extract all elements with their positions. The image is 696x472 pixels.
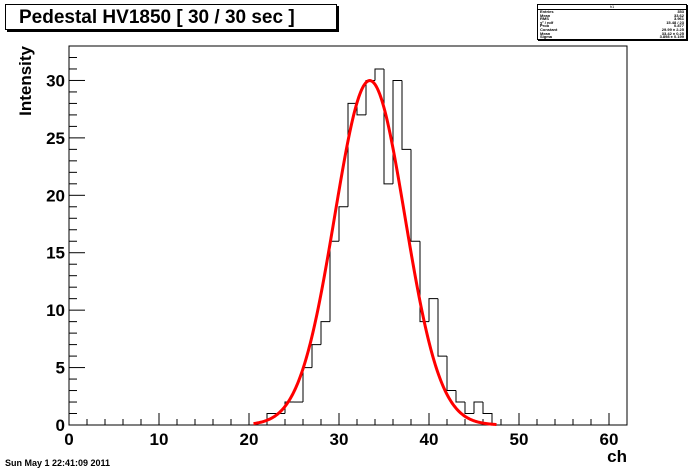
histogram-bin xyxy=(464,402,474,415)
y-axis-label: Intensity xyxy=(16,45,35,115)
x-tick-label: 30 xyxy=(330,430,349,449)
stats-row: Sigma 3.898 ± 0.199 xyxy=(538,35,686,39)
stats-value: 33.42 ± 0.25 xyxy=(661,30,684,36)
y-tick-label: 20 xyxy=(46,186,65,205)
stats-header: h1 xyxy=(538,5,686,10)
stats-label: χ² / ndf xyxy=(540,19,554,25)
stats-row: Mean 33.62 xyxy=(538,12,686,18)
stats-label: RMS xyxy=(540,16,549,22)
histogram-bin xyxy=(347,102,357,207)
histogram-bin xyxy=(410,149,420,242)
x-tick-label: 50 xyxy=(510,430,529,449)
stats-label: Mean xyxy=(540,12,551,18)
stats-value: 0.877 xyxy=(673,23,684,29)
histogram-bin xyxy=(329,240,339,322)
histogram-bin xyxy=(356,103,366,116)
y-tick-label: 0 xyxy=(56,416,65,435)
histogram-bin xyxy=(455,390,465,403)
stats-value: 353 xyxy=(677,9,684,14)
stats-row: Constant 29.99 ± 2.25 xyxy=(538,28,686,32)
histogram-bin xyxy=(482,402,493,425)
histogram-bin xyxy=(311,344,321,368)
stats-row: Entries 353 xyxy=(538,10,686,14)
x-tick-label: 40 xyxy=(420,430,439,449)
histogram-bin xyxy=(365,79,375,115)
x-tick-label: 20 xyxy=(240,430,259,449)
x-tick-label: 60 xyxy=(600,430,619,449)
y-tick-label: 30 xyxy=(46,71,65,90)
stats-value: 15.48 / 23 xyxy=(666,19,684,25)
histogram-bin xyxy=(419,241,429,323)
x-tick-label: 10 xyxy=(150,430,169,449)
stats-value: 33.62 xyxy=(673,12,684,18)
histogram-bin xyxy=(374,68,384,81)
stats-label: Sigma xyxy=(540,34,553,40)
y-tick-label: 10 xyxy=(46,301,65,320)
histogram-bin xyxy=(338,206,348,242)
x-tick-label: 0 xyxy=(64,430,73,449)
stats-label: Entries xyxy=(540,9,554,14)
date-label: Sun May 1 22:41:09 2011 xyxy=(5,458,111,468)
stats-label: Constant xyxy=(540,26,558,32)
y-tick-label: 25 xyxy=(46,129,65,148)
histogram-bin xyxy=(437,298,447,357)
gaussian-fit-curve xyxy=(253,79,497,426)
x-axis-label: ch xyxy=(607,447,627,466)
histogram-bin xyxy=(401,80,411,150)
stats-label: Mean xyxy=(540,30,551,36)
y-tick-label: 15 xyxy=(46,244,65,263)
histogram-bin xyxy=(302,367,312,403)
histogram-bin xyxy=(428,298,438,322)
stats-value: 29.99 ± 2.25 xyxy=(661,26,684,32)
stats-box: h1 Entries 353 Mean 33.62 RMS 3.961 χ² / nd… xyxy=(537,4,687,40)
stats-value: 3.898 ± 0.199 xyxy=(659,34,684,40)
histogram-bin xyxy=(473,401,483,414)
y-tick-label: 5 xyxy=(56,359,65,378)
chart-title: Pedestal HV1850 [ 30 / 30 sec ] xyxy=(5,4,337,30)
histogram-bin xyxy=(284,401,294,414)
stats-label: Prob xyxy=(540,23,550,29)
histogram-bin xyxy=(320,321,330,345)
stats-row: Prob 0.877 xyxy=(538,24,686,28)
stats-row: χ² / ndf 15.48 / 23 xyxy=(538,19,686,25)
histogram-bin xyxy=(446,356,456,392)
plot-frame xyxy=(68,45,628,426)
stats-value: 3.961 xyxy=(673,16,684,22)
stats-row: RMS 3.961 xyxy=(538,17,686,21)
stats-row: Mean 33.42 ± 0.25 xyxy=(538,30,686,36)
